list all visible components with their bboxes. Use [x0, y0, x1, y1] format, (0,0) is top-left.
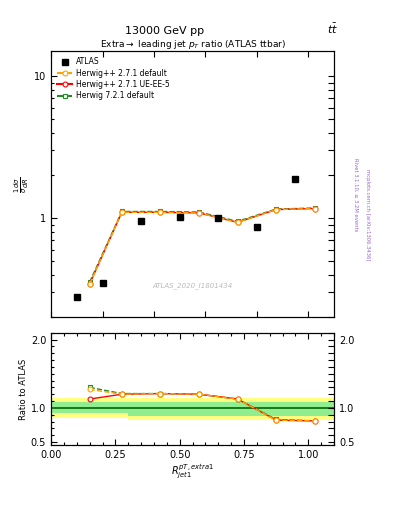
Y-axis label: Ratio to ATLAS: Ratio to ATLAS — [19, 358, 28, 420]
Text: 13000 GeV pp: 13000 GeV pp — [125, 26, 204, 36]
Text: Rivet 3.1.10, ≥ 3.2M events: Rivet 3.1.10, ≥ 3.2M events — [353, 158, 358, 231]
Text: ATLAS_2020_I1801434: ATLAS_2020_I1801434 — [152, 282, 233, 289]
Text: mcplots.cern.ch [arXiv:1306.3436]: mcplots.cern.ch [arXiv:1306.3436] — [365, 169, 370, 261]
X-axis label: $R_{jet1}^{pT,extra1}$: $R_{jet1}^{pT,extra1}$ — [171, 463, 214, 481]
Y-axis label: $\frac{1}{\sigma}\frac{d\sigma}{dR}$: $\frac{1}{\sigma}\frac{d\sigma}{dR}$ — [13, 176, 31, 193]
Title: Extra$\rightarrow$ leading jet $p_T$ ratio (ATLAS ttbar): Extra$\rightarrow$ leading jet $p_T$ rat… — [99, 38, 286, 51]
Legend: ATLAS, Herwig++ 2.7.1 default, Herwig++ 2.7.1 UE-EE-5, Herwig 7.2.1 default: ATLAS, Herwig++ 2.7.1 default, Herwig++ … — [55, 55, 172, 102]
Text: $t\bar{t}$: $t\bar{t}$ — [327, 22, 338, 36]
